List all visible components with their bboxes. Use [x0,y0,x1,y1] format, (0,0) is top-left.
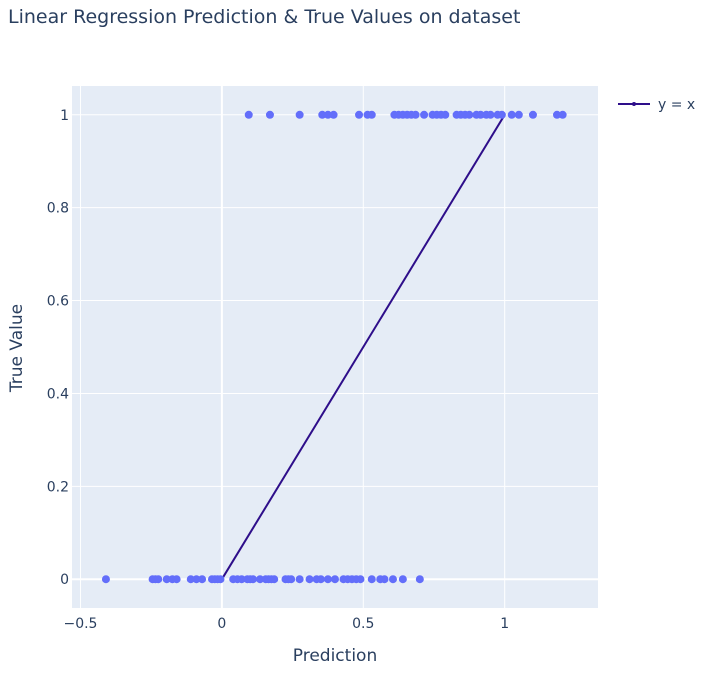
data-point [305,575,314,584]
y-tick-label: 0.4 [47,386,69,402]
scatter-points [101,110,567,584]
legend-label-y-equals-x: y = x [658,97,695,113]
data-point [287,575,296,584]
data-point [558,110,567,119]
data-point [295,575,304,584]
data-point [101,575,110,584]
data-point [192,575,201,584]
line-series [221,114,506,580]
data-point [486,110,495,119]
data-point [331,575,339,584]
data-point [420,110,429,119]
data-point [497,110,506,119]
data-point [265,110,274,119]
x-axis-title: Prediction [293,646,377,666]
data-point [237,575,246,584]
data-point [270,575,279,584]
y-axis-title: True Value [7,304,27,393]
x-tick-label: 0 [217,616,226,632]
x-tick-label: 0.5 [352,616,374,632]
data-point [552,110,561,119]
y-tick-label: 1 [60,108,69,124]
data-point [244,110,253,119]
data-point [323,110,332,119]
y-equals-x-line [221,114,506,580]
data-point [256,575,265,584]
data-point [295,110,304,119]
data-point [476,110,485,119]
data-point [329,110,338,119]
data-point [380,575,389,584]
legend[interactable]: y = x [618,97,695,113]
data-point [441,110,450,119]
data-point [355,110,364,119]
x-tick-labels: −0.5 0 0.5 1 [63,616,509,632]
data-point [172,575,181,584]
data-point [367,110,376,119]
data-point [528,110,537,119]
chart-title: Linear Regression Prediction & True Valu… [8,6,520,28]
data-point [318,110,327,119]
data-point [367,575,376,584]
x-tick-label: −0.5 [63,616,97,632]
data-point [186,575,195,584]
data-point [514,110,523,119]
y-tick-label: 0.2 [47,479,69,495]
data-point [316,575,325,584]
data-point [323,575,332,584]
data-point [356,575,365,584]
y-tick-labels: 0 0.2 0.4 0.6 0.8 1 [47,108,69,588]
data-point [154,575,163,584]
data-point [198,575,207,584]
data-point [411,110,420,119]
data-point [507,110,516,119]
data-point [162,575,171,584]
y-tick-label: 0 [60,572,69,588]
data-point [388,575,397,584]
data-point [465,110,474,119]
y-tick-label: 0.8 [47,201,69,217]
data-point [248,575,257,584]
legend-marker [632,102,636,106]
data-point [398,575,407,584]
y-tick-label: 0.6 [47,294,69,310]
x-tick-label: 1 [500,616,509,632]
data-point [216,575,225,584]
data-point [415,575,424,584]
plot-area [72,86,598,608]
